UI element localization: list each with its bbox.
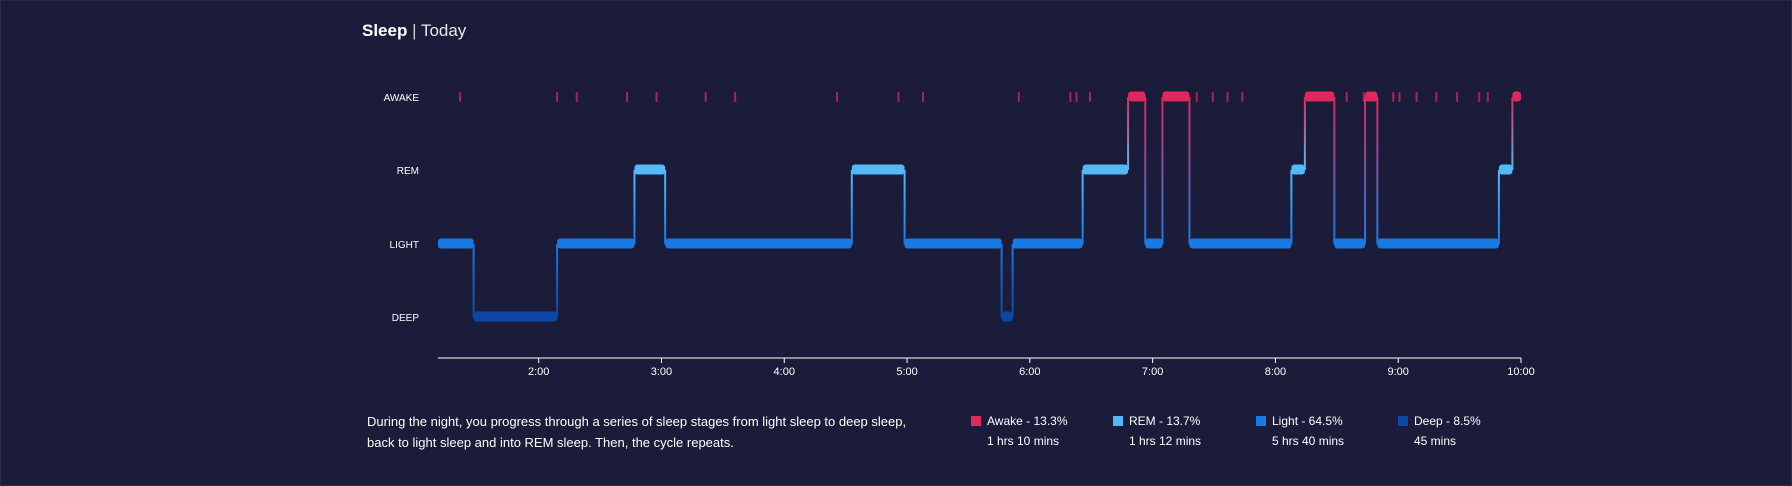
segment-awake: [1305, 92, 1334, 102]
segment-awake: [1128, 92, 1145, 102]
stage-transition: [473, 244, 475, 317]
awake-marker: [1478, 92, 1480, 102]
segment-rem: [1291, 165, 1305, 175]
awake-marker: [656, 92, 658, 102]
segment-awake: [1512, 92, 1521, 102]
x-tick-label: 4:00: [774, 366, 795, 378]
legend-awake-duration: 1 hrs 10 mins: [987, 434, 1068, 449]
awake-marker: [1196, 92, 1198, 102]
awake-marker: [1487, 92, 1489, 102]
legend-awake: Awake - 13.3% 1 hrs 10 mins: [971, 414, 1068, 449]
awake-marker: [1456, 92, 1458, 102]
stage-transition: [633, 170, 635, 244]
x-tick-label: 3:00: [651, 366, 672, 378]
segment-light: [557, 239, 634, 249]
segment-awake: [1162, 92, 1189, 102]
sleep-description: During the night, you progress through a…: [367, 411, 907, 453]
legend-rem-duration: 1 hrs 12 mins: [1129, 434, 1201, 449]
segment-light: [905, 239, 1002, 249]
legend-deep-swatch: [1398, 416, 1408, 426]
segment-awake: [1365, 92, 1377, 102]
awake-marker: [1018, 92, 1020, 102]
legend-deep-duration: 45 mins: [1414, 434, 1481, 449]
legend-deep-label: Deep - 8.5%: [1414, 414, 1481, 428]
legend-deep: Deep - 8.5% 45 mins: [1398, 414, 1481, 449]
awake-marker: [459, 92, 461, 102]
stage-transition: [1161, 97, 1163, 244]
segment-rem: [1083, 165, 1128, 175]
segment-rem: [634, 165, 665, 175]
awake-marker: [1069, 92, 1071, 102]
stage-transition: [1001, 244, 1003, 317]
legend-awake-swatch: [971, 416, 981, 426]
stage-transition: [1498, 170, 1500, 244]
awake-marker: [1227, 92, 1229, 102]
awake-marker: [626, 92, 628, 102]
stage-transition: [1304, 97, 1306, 170]
segment-light: [1013, 239, 1083, 249]
awake-marker: [1346, 92, 1348, 102]
awake-marker: [836, 92, 838, 102]
segment-light: [1145, 239, 1162, 249]
stage-transition: [1511, 97, 1513, 170]
stage-transition: [1364, 97, 1366, 244]
segment-light: [1334, 239, 1365, 249]
legend-awake-label: Awake - 13.3%: [987, 414, 1068, 428]
awake-marker: [1392, 92, 1394, 102]
awake-marker: [897, 92, 899, 102]
stage-transition: [1127, 97, 1129, 170]
legend-rem: REM - 13.7% 1 hrs 12 mins: [1113, 414, 1201, 449]
stage-transition: [664, 170, 666, 244]
stage-transition: [1082, 170, 1084, 244]
x-tick-label: 8:00: [1265, 366, 1286, 378]
segment-deep: [1002, 312, 1013, 322]
awake-marker: [1416, 92, 1418, 102]
legend-light-swatch: [1256, 416, 1266, 426]
stage-transition: [1012, 244, 1014, 317]
legend-rem-label: REM - 13.7%: [1129, 414, 1200, 428]
stage-transition: [1290, 170, 1292, 244]
stage-transition: [1376, 97, 1378, 244]
awake-marker: [1089, 92, 1091, 102]
stage-label-deep: DEEP: [392, 313, 420, 324]
awake-marker: [1435, 92, 1437, 102]
awake-marker: [576, 92, 578, 102]
awake-marker: [922, 92, 924, 102]
awake-marker: [556, 92, 558, 102]
segment-light: [438, 239, 474, 249]
awake-marker: [705, 92, 707, 102]
awake-marker: [1241, 92, 1243, 102]
segment-light: [1189, 239, 1291, 249]
stage-transition: [1144, 97, 1146, 244]
legend-light: Light - 64.5% 5 hrs 40 mins: [1256, 414, 1344, 449]
legend-rem-swatch: [1113, 416, 1123, 426]
stage-label-awake: AWAKE: [384, 93, 420, 104]
segment-rem: [1499, 165, 1513, 175]
awake-marker: [1076, 92, 1078, 102]
x-tick-label: 5:00: [896, 366, 917, 378]
segment-light: [1377, 239, 1499, 249]
x-tick-label: 9:00: [1388, 366, 1409, 378]
stage-transition: [904, 170, 906, 244]
segment-rem: [852, 165, 905, 175]
x-tick-label: 10:00: [1507, 366, 1535, 378]
awake-marker: [1398, 92, 1400, 102]
stage-transition: [556, 244, 558, 317]
x-tick-label: 6:00: [1019, 366, 1040, 378]
x-tick-label: 7:00: [1142, 366, 1163, 378]
legend-light-duration: 5 hrs 40 mins: [1272, 434, 1344, 449]
x-tick-label: 2:00: [528, 366, 549, 378]
awake-marker: [1212, 92, 1214, 102]
legend-light-label: Light - 64.5%: [1272, 414, 1343, 428]
stage-transition: [851, 170, 853, 244]
awake-marker: [734, 92, 736, 102]
stage-label-rem: REM: [397, 166, 419, 177]
segment-deep: [474, 312, 557, 322]
stage-label-light: LIGHT: [390, 240, 419, 251]
stage-transition: [1188, 97, 1190, 244]
segment-light: [665, 239, 852, 249]
stage-transition: [1333, 97, 1335, 244]
